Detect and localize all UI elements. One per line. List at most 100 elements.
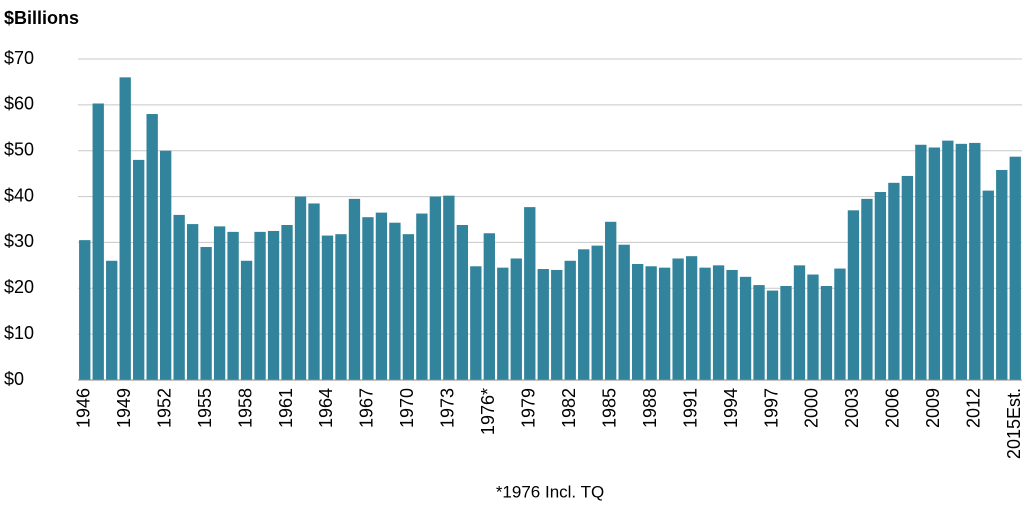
bar	[92, 103, 104, 380]
y-tick-label: $20	[4, 277, 34, 297]
bar	[456, 225, 469, 380]
x-tick-label: 1976*	[478, 388, 498, 435]
bar	[348, 198, 361, 380]
bar	[847, 210, 860, 380]
bar	[470, 266, 482, 380]
x-tick-label: 2006	[883, 388, 903, 428]
bar	[793, 265, 806, 380]
x-tick-label: 1991	[680, 388, 700, 428]
bar	[888, 182, 900, 380]
bar	[739, 276, 752, 380]
x-tick-label: 1967	[357, 388, 377, 428]
bar	[766, 290, 779, 380]
x-tick-label: 1994	[721, 388, 741, 428]
bar	[861, 198, 873, 380]
x-tick-label: 1949	[114, 388, 134, 428]
x-tick-label: 1961	[276, 388, 296, 428]
bar	[416, 213, 428, 380]
bar	[672, 258, 684, 380]
bar	[375, 212, 388, 380]
bar	[874, 191, 887, 380]
bar	[240, 260, 253, 380]
bar	[658, 267, 671, 380]
bar	[955, 143, 967, 380]
x-tick-label: 1979	[519, 388, 539, 428]
bar	[726, 269, 738, 380]
bar	[631, 263, 644, 380]
x-tick-label: 1970	[397, 388, 417, 428]
bar	[146, 114, 158, 381]
bar	[321, 235, 334, 380]
bar	[281, 225, 293, 380]
bar	[982, 190, 994, 380]
x-tick-label: 1964	[316, 388, 336, 428]
bar	[645, 266, 657, 380]
y-axis-label: $Billions	[4, 8, 79, 28]
x-tick-label: 1946	[73, 388, 93, 428]
x-tick-label: 1973	[438, 388, 458, 428]
x-tick-label: 1958	[235, 388, 255, 428]
bar	[524, 207, 536, 380]
bar	[186, 224, 199, 380]
bar	[969, 142, 981, 380]
y-tick-label: $50	[4, 139, 34, 159]
x-tick-label: 2003	[842, 388, 862, 428]
bar	[807, 274, 819, 380]
bar	[294, 196, 307, 380]
bar	[753, 285, 765, 380]
bar	[834, 268, 846, 380]
bar	[106, 260, 118, 380]
bar	[119, 77, 131, 380]
x-tick-label: 1988	[640, 388, 660, 428]
bar	[213, 226, 226, 380]
x-tick-label: 2000	[802, 388, 822, 428]
bar	[591, 245, 603, 380]
bar	[699, 267, 711, 380]
x-tick-label: 1985	[599, 388, 619, 428]
bar	[402, 234, 415, 380]
bar	[267, 230, 280, 380]
bar	[578, 249, 590, 380]
y-tick-label: $60	[4, 94, 34, 114]
bar	[1009, 156, 1021, 380]
y-tick-label: $40	[4, 185, 34, 205]
bar	[362, 217, 374, 380]
bar	[605, 221, 617, 380]
x-tick-label: 1982	[559, 388, 579, 428]
y-tick-label: $0	[4, 369, 24, 389]
bar	[335, 234, 347, 380]
bar	[915, 144, 927, 380]
x-tick-label: 1955	[195, 388, 215, 428]
bar	[564, 260, 576, 380]
bar	[79, 240, 91, 380]
x-tick-label: 2012	[964, 388, 984, 428]
bar	[510, 258, 522, 380]
bar	[712, 265, 725, 380]
bar	[389, 222, 401, 380]
y-tick-label: $30	[4, 231, 34, 251]
bar	[497, 267, 509, 380]
bar	[483, 233, 495, 380]
x-tick-label: 1997	[761, 388, 781, 428]
y-tick-label: $10	[4, 323, 34, 343]
bar	[618, 244, 630, 380]
bar	[308, 203, 320, 380]
bar	[429, 196, 442, 380]
bar	[901, 175, 914, 380]
bar	[443, 195, 455, 380]
bar	[820, 285, 833, 380]
bar	[942, 140, 954, 380]
bar	[254, 231, 266, 380]
bar	[133, 159, 145, 380]
y-tick-label: $70	[4, 48, 34, 68]
bar	[159, 150, 172, 380]
bar	[928, 147, 941, 380]
x-tick-label: 1952	[154, 388, 174, 428]
bar	[551, 269, 563, 380]
bar	[537, 269, 549, 380]
bar	[780, 285, 792, 380]
bar	[996, 169, 1008, 380]
bar	[200, 247, 212, 380]
bar	[685, 256, 698, 380]
